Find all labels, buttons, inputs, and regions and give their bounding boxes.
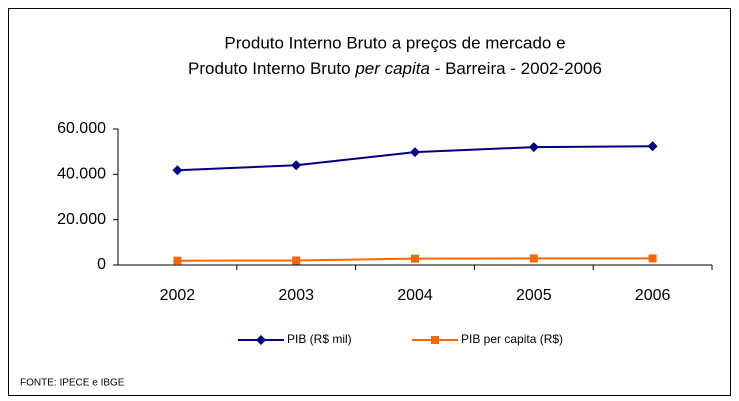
- y-tick-label: 60.000: [57, 120, 106, 137]
- subtitle-part: Produto Interno Bruto: [188, 59, 355, 78]
- legend-label: PIB (R$ mil): [287, 332, 352, 346]
- marker: [292, 256, 301, 265]
- marker: [528, 142, 539, 153]
- subtitle-part: - Barreira - 2002-2006: [430, 59, 602, 78]
- x-tick-label: 2002: [160, 287, 196, 304]
- marker: [647, 141, 658, 152]
- marker: [431, 336, 439, 344]
- marker: [529, 254, 538, 263]
- legend-item: PIB (R$ mil): [238, 332, 352, 346]
- chart-subtitle: Produto Interno Bruto per capita - Barre…: [188, 59, 602, 78]
- marker: [648, 254, 657, 263]
- y-tick-label: 40.000: [57, 166, 106, 183]
- y-tick-label: 20.000: [57, 211, 106, 228]
- marker: [256, 335, 266, 345]
- chart-border: [8, 8, 731, 396]
- y-tick-label: 0: [97, 256, 106, 273]
- legend-item: PIB per capita (R$): [412, 332, 563, 346]
- chart-title: Produto Interno Bruto a preços de mercad…: [224, 33, 565, 52]
- marker: [291, 160, 302, 171]
- legend-label: PIB per capita (R$): [461, 332, 563, 346]
- x-tick-label: 2004: [397, 287, 433, 304]
- marker: [173, 256, 182, 265]
- x-tick-label: 2006: [635, 287, 671, 304]
- x-tick-label: 2005: [516, 287, 552, 304]
- marker: [410, 147, 420, 158]
- source-note: FONTE: IPECE e IBGE: [20, 378, 125, 389]
- marker: [411, 254, 419, 263]
- x-tick-label: 2003: [278, 287, 314, 304]
- subtitle-italic: per capita: [354, 59, 430, 78]
- marker: [172, 165, 183, 176]
